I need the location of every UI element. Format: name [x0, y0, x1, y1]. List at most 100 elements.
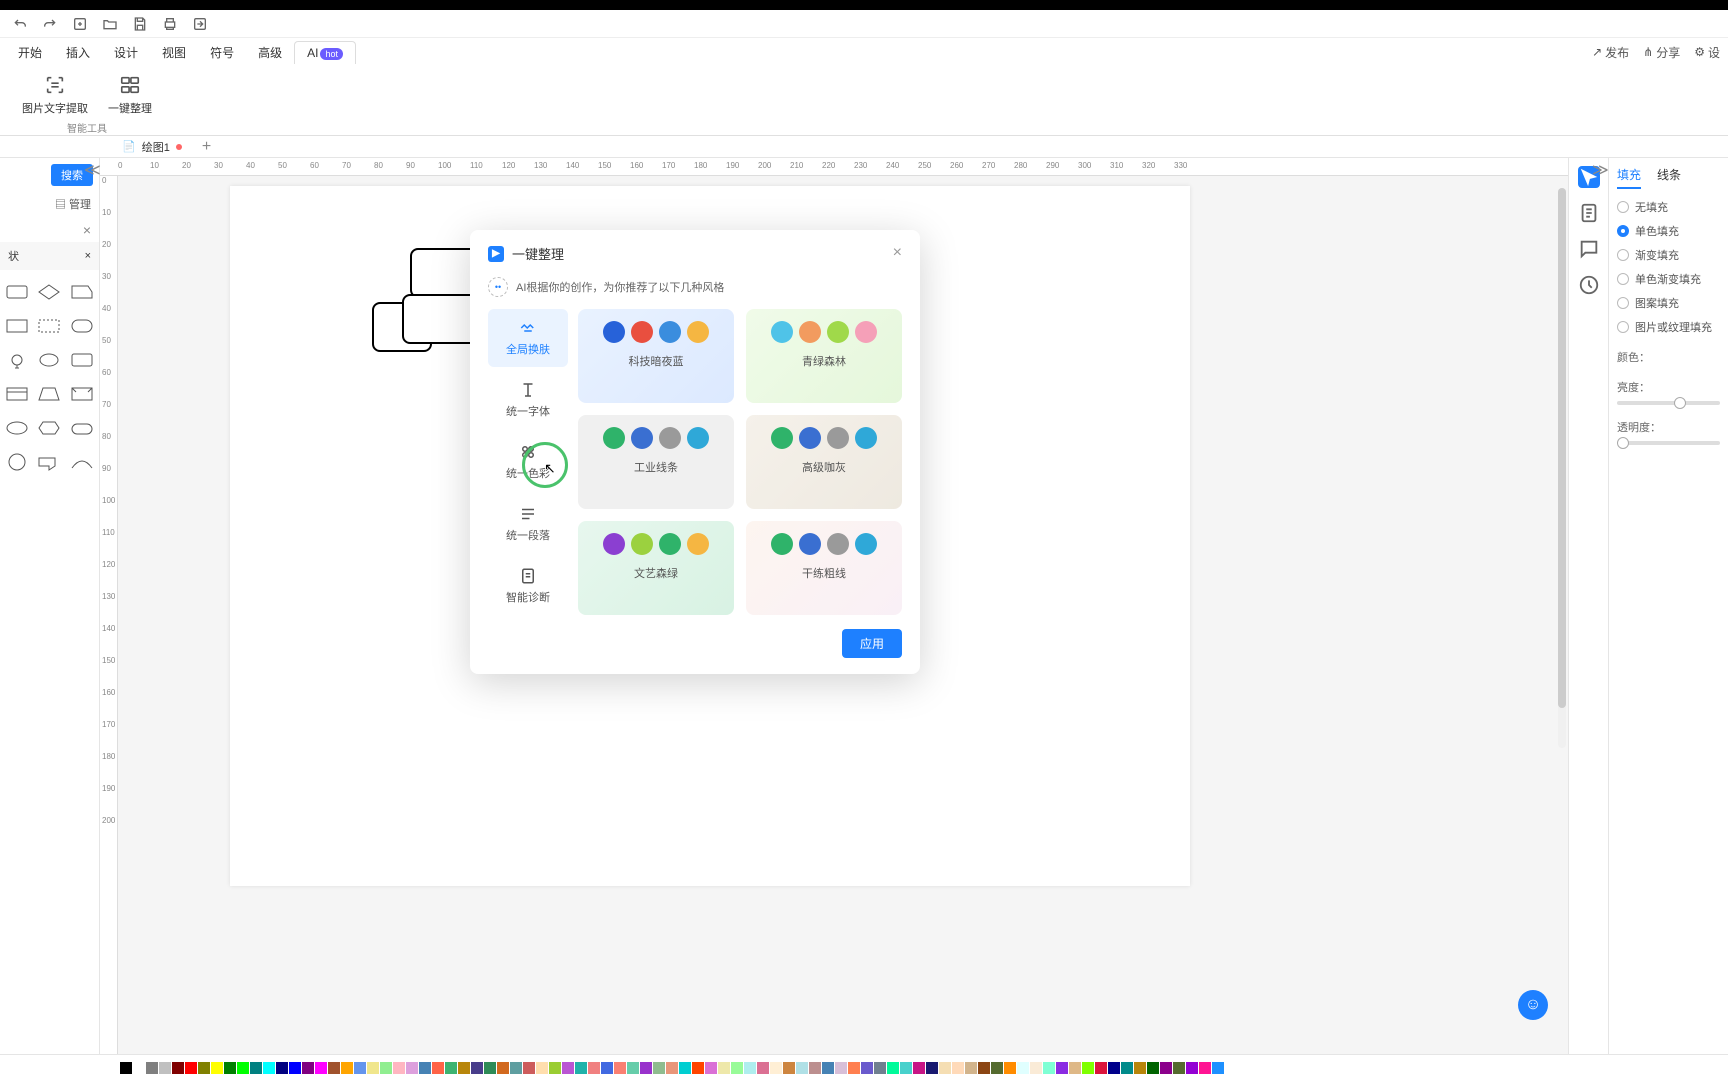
color-swatch[interactable]	[1095, 1062, 1107, 1074]
color-swatch[interactable]	[510, 1062, 522, 1074]
color-swatch[interactable]	[1121, 1062, 1133, 1074]
color-swatch[interactable]	[835, 1062, 847, 1074]
opacity-knob[interactable]	[1617, 437, 1629, 449]
color-swatch[interactable]	[770, 1062, 782, 1074]
color-swatch[interactable]	[237, 1062, 249, 1074]
color-swatch[interactable]	[315, 1062, 327, 1074]
shape-stencil[interactable]	[69, 278, 95, 306]
color-swatch[interactable]	[926, 1062, 938, 1074]
color-swatch[interactable]	[536, 1062, 548, 1074]
color-swatch[interactable]	[796, 1062, 808, 1074]
color-swatch[interactable]	[1160, 1062, 1172, 1074]
color-swatch[interactable]	[224, 1062, 236, 1074]
redo-icon[interactable]	[42, 16, 58, 32]
shape-stencil[interactable]	[4, 346, 30, 374]
brightness-knob[interactable]	[1674, 397, 1686, 409]
color-swatch[interactable]	[705, 1062, 717, 1074]
shape-stencil[interactable]	[36, 448, 62, 476]
collapse-right-panel-icon[interactable]: ≫	[1592, 160, 1610, 178]
fill-pattern-radio[interactable]: 图案填充	[1617, 295, 1720, 311]
shape-stencil[interactable]	[69, 414, 95, 442]
share-button[interactable]: ⋔ 分享	[1643, 44, 1680, 61]
theme-card[interactable]: 干练粗线	[746, 521, 902, 615]
menu-tab-symbol[interactable]: 符号	[198, 40, 246, 65]
color-swatch[interactable]	[1108, 1062, 1120, 1074]
color-swatch[interactable]	[640, 1062, 652, 1074]
color-swatch[interactable]	[133, 1062, 145, 1074]
history-panel-icon[interactable]	[1578, 274, 1600, 296]
color-swatch[interactable]	[1199, 1062, 1211, 1074]
shape-stencil[interactable]	[4, 414, 30, 442]
shape-stencil[interactable]	[4, 312, 30, 340]
shape-stencil[interactable]	[69, 346, 95, 374]
color-swatch[interactable]	[1004, 1062, 1016, 1074]
color-swatch[interactable]	[874, 1062, 886, 1074]
brightness-slider[interactable]	[1617, 401, 1720, 405]
shape-stencil[interactable]	[4, 278, 30, 306]
color-swatch[interactable]	[471, 1062, 483, 1074]
close-section-icon[interactable]: ×	[85, 250, 91, 262]
dialog-tab[interactable]: 统一色彩	[488, 433, 568, 491]
color-swatch[interactable]	[419, 1062, 431, 1074]
collapse-left-panel-icon[interactable]: ≪	[84, 160, 102, 178]
color-swatch[interactable]	[120, 1062, 132, 1074]
color-swatch[interactable]	[172, 1062, 184, 1074]
color-swatch[interactable]	[432, 1062, 444, 1074]
color-swatch[interactable]	[1056, 1062, 1068, 1074]
scrollbar-vertical[interactable]	[1558, 188, 1566, 748]
color-swatch[interactable]	[341, 1062, 353, 1074]
color-swatch[interactable]	[146, 1062, 158, 1074]
color-swatch[interactable]	[250, 1062, 262, 1074]
color-swatch[interactable]	[354, 1062, 366, 1074]
shape-stencil[interactable]	[4, 380, 30, 408]
color-swatch[interactable]	[562, 1062, 574, 1074]
shape-stencil[interactable]	[36, 346, 62, 374]
color-swatch[interactable]	[289, 1062, 301, 1074]
color-swatch[interactable]	[614, 1062, 626, 1074]
close-panel-icon[interactable]: ×	[83, 222, 91, 238]
color-swatch[interactable]	[861, 1062, 873, 1074]
color-swatch[interactable]	[1147, 1062, 1159, 1074]
shape-stencil[interactable]	[69, 448, 95, 476]
color-swatch[interactable]	[328, 1062, 340, 1074]
color-swatch[interactable]	[1082, 1062, 1094, 1074]
theme-card[interactable]: 文艺森绿	[578, 521, 734, 615]
shape-stencil[interactable]	[36, 380, 62, 408]
fill-image-radio[interactable]: 图片或纹理填充	[1617, 319, 1720, 335]
menu-tab-insert[interactable]: 插入	[54, 40, 102, 65]
menu-tab-start[interactable]: 开始	[6, 40, 54, 65]
color-swatch[interactable]	[965, 1062, 977, 1074]
manage-link[interactable]: ▤ 管理	[0, 186, 99, 218]
undo-icon[interactable]	[12, 16, 28, 32]
open-icon[interactable]	[102, 16, 118, 32]
dialog-tab[interactable]: 全局换肤	[488, 309, 568, 367]
color-swatch[interactable]	[1134, 1062, 1146, 1074]
apply-button[interactable]: 应用	[842, 629, 902, 658]
color-swatch[interactable]	[1173, 1062, 1185, 1074]
dialog-close-icon[interactable]: ×	[893, 244, 902, 262]
color-swatch[interactable]	[380, 1062, 392, 1074]
ocr-button[interactable]: 图片文字提取	[14, 72, 96, 118]
shape-stencil[interactable]	[36, 312, 62, 340]
shape-stencil[interactable]	[4, 448, 30, 476]
fill-solid-grad-radio[interactable]: 单色渐变填充	[1617, 271, 1720, 287]
color-swatch[interactable]	[744, 1062, 756, 1074]
theme-card[interactable]: 青绿森林	[746, 309, 902, 403]
color-swatch[interactable]	[627, 1062, 639, 1074]
color-swatch[interactable]	[952, 1062, 964, 1074]
dialog-tab[interactable]: 智能诊断	[488, 557, 568, 615]
fill-solid-radio[interactable]: 单色填充	[1617, 223, 1720, 239]
comment-panel-icon[interactable]	[1578, 238, 1600, 260]
color-swatch[interactable]	[484, 1062, 496, 1074]
menu-tab-advanced[interactable]: 高级	[246, 40, 294, 65]
tab-line[interactable]: 线条	[1657, 166, 1681, 189]
color-swatch[interactable]	[211, 1062, 223, 1074]
color-swatch[interactable]	[900, 1062, 912, 1074]
tidy-button[interactable]: 一键整理	[100, 72, 160, 118]
shape-stencil[interactable]	[36, 278, 62, 306]
color-swatch[interactable]	[1186, 1062, 1198, 1074]
color-swatch[interactable]	[666, 1062, 678, 1074]
menu-tab-design[interactable]: 设计	[102, 40, 150, 65]
color-swatch[interactable]	[185, 1062, 197, 1074]
color-swatch[interactable]	[887, 1062, 899, 1074]
